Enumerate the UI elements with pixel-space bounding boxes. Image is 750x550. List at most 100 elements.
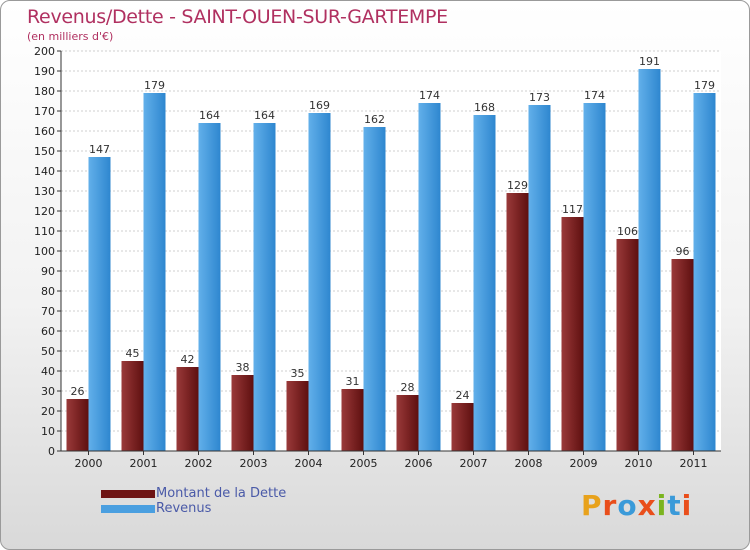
data-label-revenue: 173 <box>529 91 550 104</box>
logo-letter: o <box>617 489 638 522</box>
data-label-debt: 42 <box>181 353 195 366</box>
bar-debt <box>66 399 89 451</box>
bar-debt <box>616 239 639 451</box>
data-label-debt: 35 <box>291 367 305 380</box>
bar-revenue <box>198 123 221 451</box>
bar-debt <box>396 395 419 451</box>
y-tick-label: 150 <box>34 145 55 158</box>
bar-revenue <box>308 113 331 451</box>
bar-revenue <box>693 93 716 451</box>
x-tick-label: 2003 <box>240 457 268 470</box>
data-label-debt: 28 <box>401 381 415 394</box>
data-label-debt: 129 <box>507 179 528 192</box>
bar-debt <box>561 217 584 451</box>
y-tick-label: 10 <box>41 425 55 438</box>
bar-debt <box>671 259 694 451</box>
bar-revenue <box>143 93 166 451</box>
y-tick-label: 130 <box>34 185 55 198</box>
legend-swatch-revenue <box>101 505 155 513</box>
y-tick-label: 100 <box>34 245 55 258</box>
data-label-debt: 31 <box>346 375 360 388</box>
proxiti-logo: Proxiti <box>581 489 692 522</box>
bar-revenue <box>473 115 496 451</box>
bar-revenue <box>528 105 551 451</box>
bar-revenue <box>418 103 441 451</box>
y-tick-label: 190 <box>34 65 55 78</box>
chart-title: Revenus/Dette - SAINT-OUEN-SUR-GARTEMPE <box>27 6 448 28</box>
bar-debt <box>286 381 309 451</box>
y-tick-label: 180 <box>34 85 55 98</box>
data-label-revenue: 169 <box>309 99 330 112</box>
y-tick-label: 200 <box>34 45 55 58</box>
bar-debt <box>451 403 474 451</box>
bar-debt <box>506 193 529 451</box>
y-tick-label: 50 <box>41 345 55 358</box>
data-label-revenue: 162 <box>364 113 385 126</box>
y-tick-label: 90 <box>41 265 55 278</box>
x-tick-label: 2011 <box>680 457 708 470</box>
data-label-debt: 117 <box>562 203 583 216</box>
chart-subtitle: (en milliers d'€) <box>27 30 114 43</box>
logo-letter: t <box>667 489 682 522</box>
logo-letter: i <box>681 489 693 522</box>
y-tick-label: 30 <box>41 385 55 398</box>
x-tick-label: 2005 <box>350 457 378 470</box>
y-tick-label: 70 <box>41 305 55 318</box>
y-tick-label: 80 <box>41 285 55 298</box>
x-tick-label: 2002 <box>185 457 213 470</box>
data-label-debt: 96 <box>676 245 690 258</box>
logo-letter: r <box>602 489 618 522</box>
y-tick-label: 20 <box>41 405 55 418</box>
bar-revenue <box>253 123 276 451</box>
data-label-revenue: 191 <box>639 55 660 68</box>
bar-revenue <box>583 103 606 451</box>
x-tick-label: 2007 <box>460 457 488 470</box>
y-tick-label: 120 <box>34 205 55 218</box>
data-label-debt: 26 <box>71 385 85 398</box>
data-label-debt: 45 <box>126 347 140 360</box>
data-label-revenue: 179 <box>694 79 715 92</box>
y-tick-label: 170 <box>34 105 55 118</box>
x-tick-label: 2001 <box>130 457 158 470</box>
logo-letter: P <box>581 489 603 522</box>
x-tick-label: 2004 <box>295 457 323 470</box>
data-label-revenue: 179 <box>144 79 165 92</box>
data-label-debt: 24 <box>456 389 470 402</box>
logo-letter: i <box>656 489 668 522</box>
y-tick-label: 140 <box>34 165 55 178</box>
data-labels: 26 147 45 179 42 164 38 164 35 169 31 162 28 174 24 168… <box>71 55 716 402</box>
bar-revenue <box>638 69 661 451</box>
x-tick-label: 2008 <box>515 457 543 470</box>
bar-debt <box>176 367 199 451</box>
data-label-revenue: 164 <box>199 109 220 122</box>
y-tick-label: 160 <box>34 125 55 138</box>
bar-debt <box>341 389 364 451</box>
data-label-debt: 106 <box>617 225 638 238</box>
y-tick-label: 60 <box>41 325 55 338</box>
x-tick-label: 2000 <box>75 457 103 470</box>
y-tick-label: 0 <box>48 445 55 458</box>
data-label-revenue: 174 <box>584 89 605 102</box>
legend-swatch-debt <box>101 490 155 498</box>
bar-debt <box>121 361 144 451</box>
legend-label-debt: Montant de la Dette <box>156 486 287 501</box>
y-axis-ticks: 0 10 20 30 40 50 60 70 80 90 100 110 120 130 140 150 160… <box>34 45 61 458</box>
data-label-revenue: 147 <box>89 143 110 156</box>
grid-lines <box>61 50 721 452</box>
data-label-revenue: 174 <box>419 89 440 102</box>
bar-debt <box>231 375 254 451</box>
data-label-debt: 38 <box>236 361 250 374</box>
bar-revenue <box>88 157 111 451</box>
x-tick-label: 2006 <box>405 457 433 470</box>
legend-label-revenue: Revenus <box>156 501 212 516</box>
logo-letter: x <box>637 489 657 522</box>
data-label-revenue: 168 <box>474 101 495 114</box>
y-tick-label: 40 <box>41 365 55 378</box>
x-tick-label: 2010 <box>625 457 653 470</box>
bars <box>66 69 716 451</box>
data-label-revenue: 164 <box>254 109 275 122</box>
x-axis-ticks: 2000 2001 2002 2003 2004 2005 2006 2007 2008 2009… <box>75 451 708 470</box>
y-tick-label: 110 <box>34 225 55 238</box>
